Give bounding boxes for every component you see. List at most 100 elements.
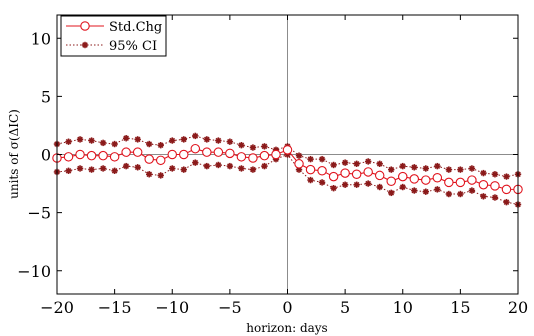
x-tick-label: 10 bbox=[393, 298, 413, 317]
std-chg-point bbox=[467, 175, 477, 185]
ci-upper-point bbox=[503, 173, 510, 180]
ci-upper-point bbox=[169, 137, 176, 144]
y-tick-label: 0 bbox=[41, 146, 51, 165]
ci-upper-point bbox=[261, 143, 268, 150]
ci-upper-point bbox=[445, 166, 453, 173]
ci-upper-point bbox=[180, 136, 187, 143]
series-layer bbox=[52, 132, 523, 208]
std-chg-point bbox=[374, 170, 385, 181]
y-tick-label: −5 bbox=[27, 204, 51, 223]
ci-lower-point bbox=[76, 165, 84, 172]
ci-lower-point bbox=[99, 165, 107, 172]
std-chg-point bbox=[202, 147, 212, 157]
ci-upper-point bbox=[157, 142, 164, 149]
ci-lower-point bbox=[457, 190, 464, 198]
ci-upper-point bbox=[457, 166, 464, 173]
ci-upper-point bbox=[480, 169, 487, 177]
ci-lower-point bbox=[376, 183, 383, 191]
std-chg-point bbox=[478, 179, 489, 190]
std-chg-point bbox=[501, 184, 512, 195]
ci-upper-point bbox=[468, 165, 476, 172]
ci-upper-point bbox=[295, 152, 303, 159]
ci-upper-point bbox=[249, 144, 257, 151]
y-tick-label: 10 bbox=[31, 29, 51, 48]
ci-upper-point bbox=[76, 136, 84, 143]
axis-ticks bbox=[56, 15, 519, 294]
ci-lower-point bbox=[122, 162, 130, 170]
ci-upper-point bbox=[307, 155, 314, 163]
ci-upper-point bbox=[215, 137, 222, 144]
std-chg-point bbox=[317, 166, 327, 176]
ci-upper-point bbox=[388, 166, 395, 173]
x-tick-label: 20 bbox=[508, 298, 528, 317]
ci-lower-point bbox=[503, 198, 510, 206]
ci-upper-point bbox=[434, 162, 441, 170]
ci-lower-point bbox=[388, 189, 395, 197]
ci-lower-point bbox=[468, 187, 476, 194]
legend-swatch-95-ci bbox=[66, 41, 104, 49]
std-chg-point bbox=[271, 149, 281, 160]
ci-upper-point bbox=[192, 132, 199, 140]
ci-lower-point bbox=[203, 162, 211, 170]
ci-lower-point bbox=[491, 194, 499, 201]
std-chg-point bbox=[444, 177, 454, 188]
ci-upper-point bbox=[134, 136, 141, 143]
x-tick-label: −20 bbox=[40, 298, 74, 317]
y-tick-label: 5 bbox=[41, 87, 51, 106]
std-chg-point bbox=[490, 181, 500, 191]
std-chg-point bbox=[340, 168, 350, 178]
std-chg-point bbox=[190, 143, 201, 154]
x-axis-label: horizon: days bbox=[246, 321, 327, 335]
std-chg-point bbox=[294, 159, 304, 169]
x-tick-label: 0 bbox=[282, 298, 292, 317]
ci-upper-point bbox=[376, 160, 383, 167]
ci-lower-point bbox=[341, 181, 349, 188]
std-chg-point bbox=[63, 152, 74, 162]
ci-lower-point bbox=[318, 179, 326, 186]
ci-upper-point bbox=[353, 160, 360, 167]
ci-upper-point bbox=[364, 158, 372, 165]
std-chg-point bbox=[328, 171, 339, 182]
ci-lower-point bbox=[364, 180, 372, 187]
ci-upper-point bbox=[122, 135, 130, 142]
y-tick-label: −10 bbox=[17, 262, 51, 281]
std-chg-point bbox=[397, 171, 408, 182]
std-chg-point bbox=[363, 167, 373, 177]
ci-upper-point bbox=[422, 165, 429, 172]
x-tick-label: 15 bbox=[450, 298, 470, 317]
std-chg-point bbox=[75, 149, 85, 160]
std-chg-point bbox=[282, 145, 293, 155]
x-tick-label: −15 bbox=[98, 298, 132, 317]
ci-upper-point bbox=[330, 161, 337, 169]
ci-lower-point bbox=[330, 185, 337, 192]
std-chg-point bbox=[121, 147, 131, 157]
legend: Std.Chg 95% CI bbox=[60, 15, 167, 57]
ci-upper-point bbox=[226, 138, 234, 145]
ci-lower-point bbox=[238, 165, 245, 172]
ci-upper-series bbox=[53, 132, 522, 180]
ci-lower-point bbox=[307, 176, 314, 184]
std-chg-point bbox=[109, 152, 120, 162]
ci-lower-point bbox=[169, 165, 176, 172]
std-chg-point bbox=[421, 175, 431, 185]
ci-lower-point bbox=[480, 193, 487, 200]
ci-lower-point bbox=[434, 186, 441, 193]
y-axis-label: units of σ(ΔIC) bbox=[7, 109, 21, 199]
std-chg-point bbox=[455, 177, 466, 188]
tick-labels: −20 −15 −10 −5 0 5 10 15 20 −10 −5 0 5 10 bbox=[17, 29, 528, 317]
std-chg-point bbox=[144, 154, 154, 164]
x-tick-label: −5 bbox=[218, 298, 242, 317]
ci-lower-point bbox=[411, 187, 418, 194]
std-chg-point bbox=[167, 149, 178, 160]
std-chg-point bbox=[432, 173, 443, 183]
ci-lower-point bbox=[88, 166, 95, 173]
std-chg-point bbox=[305, 164, 316, 175]
ci-upper-line bbox=[56, 135, 519, 178]
ci-lower-point bbox=[445, 190, 453, 198]
ci-lower-point bbox=[180, 166, 187, 173]
ci-lower-point bbox=[192, 159, 199, 166]
ci-upper-point bbox=[341, 159, 349, 166]
x-tick-label: −10 bbox=[155, 298, 189, 317]
ci-upper-point bbox=[238, 142, 245, 149]
